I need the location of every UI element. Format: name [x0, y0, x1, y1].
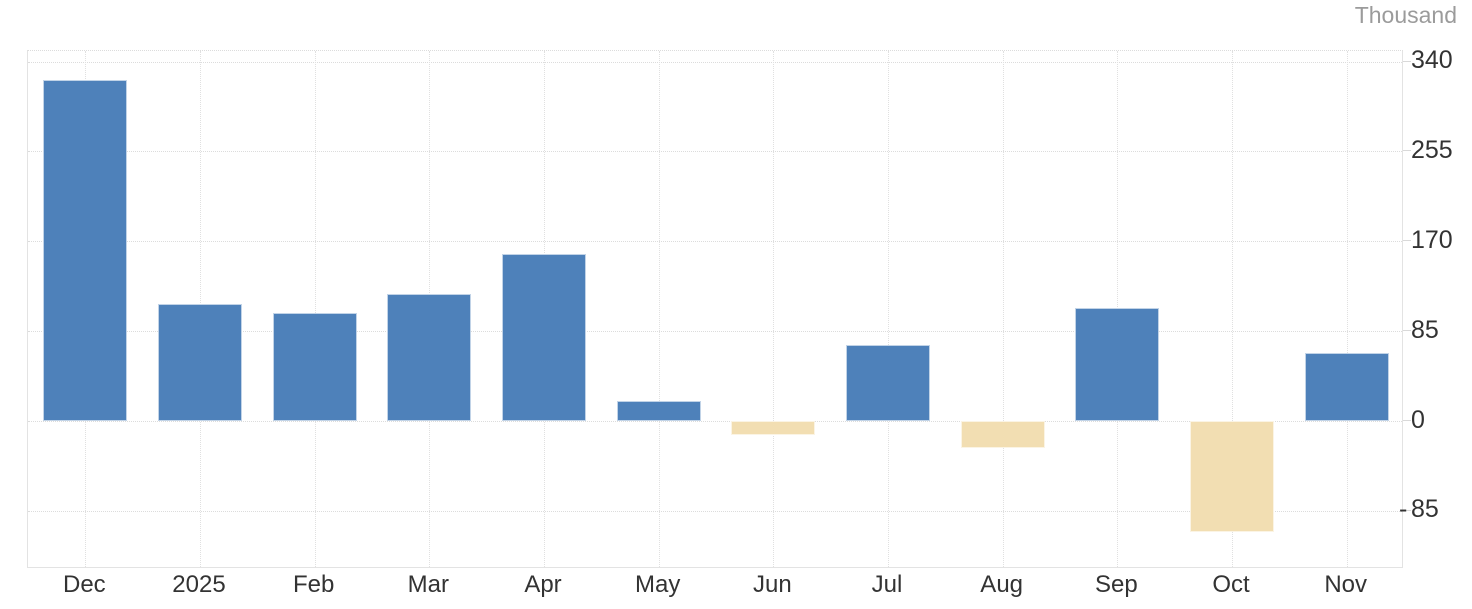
x-label-apr: Apr [524, 571, 562, 598]
x-label-mar: Mar [407, 571, 449, 598]
bar-apr[interactable] [502, 253, 586, 421]
gridline-y-340 [28, 61, 1402, 63]
gridline-x-jun [773, 51, 775, 567]
bar-nov[interactable] [1304, 353, 1389, 421]
x-label-2025: 2025 [172, 571, 226, 598]
gridline-y-0 [28, 421, 1402, 422]
x-label-jun: Jun [752, 571, 792, 598]
y-tick-label-170: 170 [1411, 225, 1453, 254]
y-tick-mark--85 [1403, 509, 1411, 511]
gridline-x-feb [314, 51, 316, 567]
y-tick-label-255: 255 [1411, 135, 1453, 164]
y-tick-label-340: 340 [1411, 46, 1453, 75]
bar-jun[interactable] [731, 421, 816, 435]
y-tick-mark-85 [1403, 330, 1411, 332]
plot-area [27, 50, 1403, 568]
y-tick-label-0: 0 [1411, 405, 1425, 434]
y-tick-label-85: 85 [1411, 315, 1439, 344]
x-label-aug: Aug [980, 571, 1024, 598]
gridline-y-255 [28, 151, 1402, 153]
gridline-x-oct [1232, 51, 1233, 567]
bar-jul[interactable] [846, 344, 930, 421]
minus-sign: - [1399, 495, 1408, 524]
x-label-sep: Sep [1094, 571, 1138, 598]
y-tick-mark-340 [1403, 60, 1411, 62]
bar-oct[interactable] [1190, 421, 1274, 532]
y-tick-mark-0 [1403, 420, 1411, 421]
y-tick-label--85: -85 [1399, 495, 1439, 524]
gridline-y--85 [28, 510, 1402, 512]
gridline-x-jul [888, 51, 889, 567]
x-label-oct: Oct [1212, 571, 1250, 598]
x-label-feb: Feb [292, 571, 335, 598]
gridline-x-aug [1002, 51, 1004, 567]
x-label-jul: Jul [871, 571, 903, 598]
gridline-x-may [658, 51, 660, 567]
bar-sep[interactable] [1075, 307, 1160, 421]
y-tick-mark-170 [1403, 240, 1411, 242]
bar-aug[interactable] [960, 421, 1045, 449]
gridline-x-nov [1346, 51, 1348, 567]
x-label-dec: Dec [62, 571, 106, 598]
x-label-may: May [634, 571, 681, 598]
x-label-nov: Nov [1324, 571, 1367, 598]
bar-may[interactable] [616, 400, 701, 421]
gridline-y-85 [28, 331, 1402, 333]
y-tick-mark-255 [1403, 150, 1411, 152]
bar-feb[interactable] [272, 313, 357, 421]
bar-mar[interactable] [387, 294, 472, 421]
bar-2025[interactable] [158, 303, 242, 421]
bar-dec[interactable] [43, 79, 128, 421]
gridline-y-170 [28, 241, 1402, 243]
unit-label: Thousand [1354, 2, 1457, 28]
